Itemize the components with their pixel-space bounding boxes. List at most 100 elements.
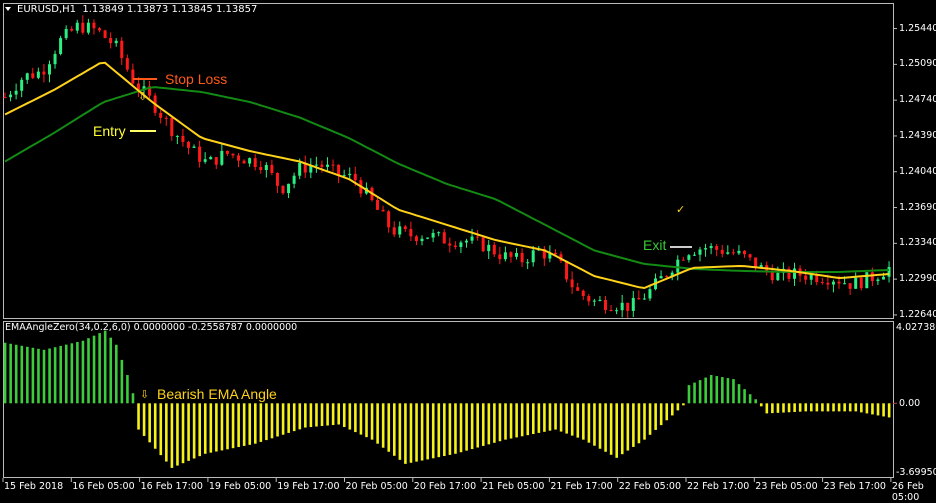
candle (198, 140, 202, 168)
histogram-bar (420, 403, 424, 461)
candle-body (720, 249, 724, 254)
candle (754, 257, 758, 272)
candle (9, 90, 13, 102)
candle-body (325, 164, 329, 167)
candle-body (75, 22, 79, 31)
histogram-bar (287, 403, 290, 433)
candle-body (698, 249, 702, 255)
histogram-bar (254, 403, 257, 444)
candle-body (754, 257, 758, 268)
candle (720, 244, 724, 258)
candle (36, 67, 40, 80)
histogram-bar (237, 403, 240, 448)
candle-body (831, 281, 835, 285)
candle-body (409, 229, 413, 237)
histogram-bar (537, 403, 541, 433)
candle (503, 246, 507, 262)
candle (787, 266, 791, 282)
candle (287, 183, 291, 199)
candle (431, 229, 435, 243)
candle-body (715, 246, 719, 250)
time-tick-label: 20 Feb 05:00 (345, 481, 408, 492)
time-tick-label: 21 Feb 17:00 (550, 481, 613, 492)
histogram-bar (76, 342, 79, 404)
candle-body (242, 160, 246, 164)
histogram-bar (698, 380, 702, 404)
candle (220, 144, 224, 166)
candle (248, 157, 252, 167)
check-icon: ✓ (676, 204, 686, 216)
histogram-bar (721, 377, 724, 404)
histogram-bar (298, 403, 302, 430)
histogram-bar (443, 403, 446, 457)
histogram-bar (804, 403, 808, 412)
price-tick-label: 1.22990 (899, 273, 936, 285)
candle (642, 293, 646, 300)
candle-body (342, 175, 346, 177)
time-tick-label: 20 Feb 17:00 (413, 481, 477, 492)
histogram-bar (498, 403, 502, 442)
candle-body (381, 209, 385, 212)
histogram-bar (393, 403, 396, 456)
histogram-bar (348, 403, 352, 430)
candle-body (225, 150, 229, 154)
histogram-bar (426, 403, 429, 460)
candle (337, 164, 341, 184)
histogram-bar (682, 403, 685, 406)
histogram-bar (103, 330, 107, 404)
candle-body (848, 283, 852, 289)
candle-body (459, 242, 463, 248)
histogram-bar (815, 403, 819, 412)
histogram-bar (31, 347, 35, 404)
candle-body (14, 90, 18, 95)
candle-body (548, 252, 552, 259)
histogram-bar (320, 403, 324, 427)
histogram-bar (209, 403, 213, 453)
histogram-bar (365, 403, 368, 438)
header-triangle-icon[interactable] (5, 7, 11, 11)
histogram-bar (615, 403, 618, 458)
candle-body (292, 175, 296, 184)
histogram-bar (860, 403, 863, 413)
candle (426, 237, 430, 240)
histogram-bar (582, 403, 585, 440)
histogram-bar (142, 403, 146, 436)
candle (381, 205, 385, 212)
candle (303, 155, 307, 178)
candle (498, 246, 502, 265)
histogram-bar (659, 403, 663, 426)
candle (75, 19, 79, 34)
histogram-bar (309, 403, 313, 428)
price-tick-label: 1.23690 (899, 201, 936, 213)
candle (181, 128, 185, 147)
candle-body (270, 164, 274, 173)
candle (409, 221, 413, 241)
candle (831, 279, 835, 293)
candle-body (275, 172, 279, 186)
entry-label: Entry (93, 123, 126, 139)
histogram-bar (98, 333, 101, 404)
histogram-bar (276, 403, 279, 437)
candle (459, 240, 463, 254)
candle-body (809, 274, 813, 280)
candle-body (793, 268, 797, 279)
candle-body (737, 250, 741, 254)
candle (798, 265, 802, 283)
candle-body (464, 240, 468, 243)
candle-body (870, 272, 874, 282)
candle (86, 18, 90, 35)
candle-body (120, 40, 124, 59)
histogram-bar (543, 403, 546, 432)
candle (81, 15, 85, 35)
time-tick-label: 26 Feb 05:00 (891, 481, 924, 503)
candle-body (175, 135, 179, 137)
histogram-bar (42, 349, 46, 404)
candle (681, 256, 685, 261)
histogram-bar (759, 403, 763, 407)
histogram-bar (198, 403, 201, 457)
candle-body (748, 254, 752, 258)
histogram-bar (87, 338, 90, 404)
candle (14, 83, 18, 100)
candle (854, 272, 858, 289)
